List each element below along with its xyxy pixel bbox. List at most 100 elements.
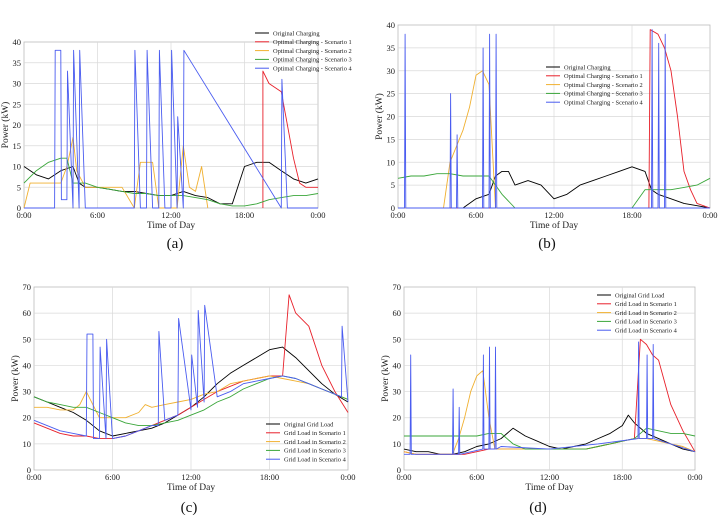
- y-tick-label: 10: [13, 162, 22, 172]
- x-tick-label: 18:00: [622, 210, 641, 220]
- legend-label: Optimal Charging - Scenario 1: [273, 39, 352, 46]
- y-tick-label: 70: [393, 282, 402, 292]
- y-tick-label: 40: [387, 20, 396, 30]
- legend-label: Original Charging: [564, 64, 611, 71]
- y-axis-label: Power (kW): [10, 355, 21, 402]
- legend: Original Grid Load Grid Load in Scenario …: [597, 292, 678, 335]
- panel-caption: (d): [529, 500, 547, 516]
- x-tick-label: 0:00: [687, 472, 702, 482]
- x-tick-label: 0:00: [16, 210, 31, 220]
- legend-label: Optimal Charging - Scenario 1: [564, 73, 643, 80]
- series-line-3: [23, 136, 209, 209]
- x-tick-label: 0:00: [390, 210, 405, 220]
- y-tick-label: 0: [391, 203, 395, 213]
- legend-label: Optimal Charging - Scenario 2: [273, 48, 352, 55]
- legend-label: Grid Load in Scenario 1: [284, 430, 346, 437]
- legend-label: Optimal Charging - Scenario 4: [564, 100, 643, 107]
- legend-label: Optimal Charging - Scenario 4: [273, 66, 352, 73]
- y-tick-label: 25: [13, 99, 22, 109]
- legend-label: Original Grid Load: [284, 421, 334, 428]
- chart-panel-b: 0:00 6:00 12:00 18:00 0:000510152025303540Ti…: [374, 20, 718, 252]
- x-tick-label: 6:00: [469, 472, 484, 482]
- y-axis-label: Power (kW): [0, 102, 11, 149]
- y-tick-label: 35: [387, 43, 396, 53]
- y-tick-label: 40: [393, 360, 402, 370]
- y-tick-label: 30: [387, 66, 396, 76]
- y-tick-label: 5: [17, 182, 21, 192]
- chart-panel-c: 0:00 6:00 12:00 18:00 0:00010203040506070Tim…: [10, 282, 356, 516]
- x-tick-label: 0:00: [310, 210, 325, 220]
- legend-label: Grid Load in Scenario 2: [284, 439, 346, 446]
- x-tick-label: 12:00: [540, 472, 559, 482]
- legend-label: Optimal Charging - Scenario 2: [564, 82, 643, 89]
- legend: Original Charging Optimal Charging - Scen…: [546, 64, 643, 107]
- legend-label: Grid Load in Scenario 4: [615, 328, 678, 335]
- x-tick-label: 6:00: [90, 210, 105, 220]
- y-axis-label: Power (kW): [374, 93, 385, 140]
- x-tick-label: 12:00: [544, 210, 563, 220]
- y-tick-label: 10: [23, 439, 32, 449]
- x-tick-label: 0:00: [396, 472, 411, 482]
- legend: Original Charging Optimal Charging - Scen…: [255, 30, 352, 73]
- x-tick-label: 12:00: [181, 472, 200, 482]
- y-tick-label: 0: [397, 465, 401, 475]
- series-line-5: [404, 341, 696, 455]
- y-tick-label: 20: [393, 413, 402, 423]
- x-tick-label: 12:00: [161, 210, 180, 220]
- chart-panel-d: 0:00 6:00 12:00 18:00 0:00010203040506070Tim…: [380, 282, 703, 516]
- x-axis-label: Time of Day: [167, 482, 215, 493]
- legend-label: Grid Load in Scenario 3: [615, 319, 677, 326]
- x-tick-label: 0:00: [340, 472, 355, 482]
- legend-label: Original Charging: [273, 30, 320, 37]
- panel-caption: (c): [181, 500, 198, 516]
- x-tick-label: 18:00: [235, 210, 254, 220]
- legend-label: Grid Load in Scenario 2: [615, 310, 677, 317]
- y-axis-label: Power (kW): [380, 355, 391, 402]
- y-tick-label: 70: [23, 282, 32, 292]
- y-tick-label: 20: [23, 413, 32, 423]
- y-tick-label: 30: [13, 79, 22, 89]
- legend-label: Grid Load in Scenario 1: [615, 301, 677, 308]
- x-tick-label: 6:00: [105, 472, 120, 482]
- series-line-2: [262, 70, 318, 208]
- y-tick-label: 0: [17, 203, 21, 213]
- y-tick-label: 35: [13, 58, 22, 68]
- y-tick-label: 20: [13, 120, 22, 130]
- x-axis-label: Time of Day: [530, 220, 578, 231]
- legend: Original Grid Load Grid Load in Scenario …: [266, 421, 347, 464]
- y-tick-label: 60: [23, 308, 32, 318]
- x-tick-label: 6:00: [468, 210, 483, 220]
- x-axis-label: Time of Day: [525, 482, 573, 493]
- chart-panel-a: 0:00 6:00 12:00 18:00 0:000510152025303540Ti…: [0, 30, 352, 252]
- y-tick-label: 0: [27, 465, 31, 475]
- y-tick-label: 5: [391, 180, 395, 190]
- y-tick-label: 15: [13, 141, 22, 151]
- series-line-5: [33, 304, 349, 440]
- y-tick-label: 60: [393, 308, 402, 318]
- y-tick-label: 40: [13, 37, 22, 47]
- series-line-5: [398, 29, 710, 209]
- y-tick-label: 30: [23, 387, 32, 397]
- x-tick-label: 0:00: [26, 472, 41, 482]
- series-line-2: [398, 29, 711, 209]
- y-tick-label: 10: [393, 439, 402, 449]
- y-tick-label: 25: [387, 89, 396, 99]
- series-line-5: [24, 49, 318, 209]
- legend-label: Optimal Charging - Scenario 3: [273, 57, 352, 64]
- y-tick-label: 15: [387, 134, 396, 144]
- x-axis-label: Time of Day: [147, 220, 195, 231]
- panel-caption: (b): [538, 236, 556, 252]
- y-tick-label: 50: [393, 334, 402, 344]
- legend-label: Grid Load in Scenario 3: [284, 448, 346, 455]
- legend-label: Original Grid Load: [615, 292, 665, 299]
- x-tick-label: 18:00: [260, 472, 279, 482]
- y-tick-label: 20: [387, 112, 396, 122]
- y-tick-label: 30: [393, 387, 402, 397]
- y-tick-label: 50: [23, 334, 32, 344]
- x-tick-label: 18:00: [613, 472, 632, 482]
- legend-label: Optimal Charging - Scenario 3: [564, 91, 643, 98]
- legend-label: Grid Load in Scenario 4: [284, 457, 347, 464]
- y-tick-label: 40: [23, 360, 32, 370]
- x-tick-label: 0:00: [702, 210, 717, 220]
